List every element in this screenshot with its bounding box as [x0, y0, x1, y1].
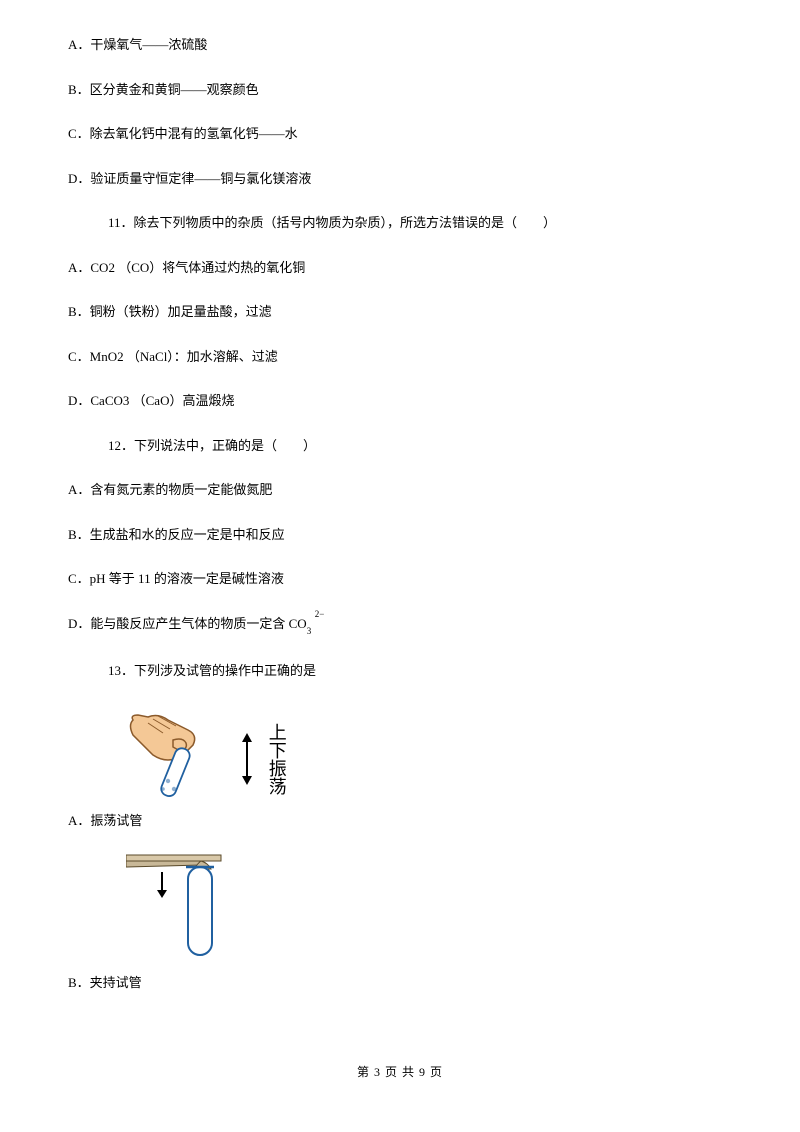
q12-option-c: C．pH 等于 11 的溶液一定是碱性溶液 [68, 569, 735, 589]
clamp-tube-icon [126, 847, 266, 967]
page-footer: 第 3 页 共 9 页 [0, 1063, 800, 1080]
down-arrow-icon [156, 872, 168, 903]
q10-option-b: B．区分黄金和黄铜——观察颜色 [68, 80, 735, 100]
updown-arrow-icon [238, 730, 256, 794]
q11-option-b: B．铜粉（铁粉）加足量盐酸，过滤 [68, 302, 735, 322]
q12-stem: 12．下列说法中，正确的是（ ） [68, 436, 735, 456]
q10-option-d: D．验证质量守恒定律——铜与氯化镁溶液 [68, 169, 735, 189]
q12-option-b: B．生成盐和水的反应一定是中和反应 [68, 525, 735, 545]
q13-image-a: 上下振荡 [118, 705, 298, 805]
page-content: A．干燥氧气——浓硫酸 B．区分黄金和黄铜——观察颜色 C．除去氧化钙中混有的氢… [0, 0, 800, 991]
q13-option-a-wrapper: 上下振荡 A．振荡试管 [68, 705, 735, 829]
q12-option-a: A．含有氮元素的物质一定能做氮肥 [68, 480, 735, 500]
q10-option-c: C．除去氧化钙中混有的氢氧化钙——水 [68, 124, 735, 144]
shake-label: 上下振荡 [266, 723, 286, 795]
q12-d-superscript: 2− [315, 608, 325, 622]
q11-option-d: D．CaCO3 （CaO）高温煅烧 [68, 391, 735, 411]
q13-option-b-wrapper: B．夹持试管 [68, 847, 735, 991]
hand-shaking-tube-icon [118, 705, 248, 805]
q13-option-b-label: B．夹持试管 [68, 972, 735, 991]
q13-stem: 13．下列涉及试管的操作中正确的是 [68, 661, 735, 681]
q11-option-a: A．CO2 （CO）将气体通过灼热的氧化铜 [68, 258, 735, 278]
q12-d-prefix: D．能与酸反应产生气体的物质一定含 CO [68, 616, 307, 631]
q11-stem: 11．除去下列物质中的杂质（括号内物质为杂质），所选方法错误的是（ ） [68, 213, 735, 233]
q13-image-b [126, 847, 276, 967]
q12-option-d: D．能与酸反应产生气体的物质一定含 CO2−3 [68, 614, 735, 636]
q11-option-c: C．MnO2 （NaCl）：加水溶解、过滤 [68, 347, 735, 367]
q10-option-a: A．干燥氧气——浓硫酸 [68, 35, 735, 55]
q12-d-subscript: 3 [307, 626, 312, 636]
q13-option-a-label: A．振荡试管 [68, 810, 735, 829]
